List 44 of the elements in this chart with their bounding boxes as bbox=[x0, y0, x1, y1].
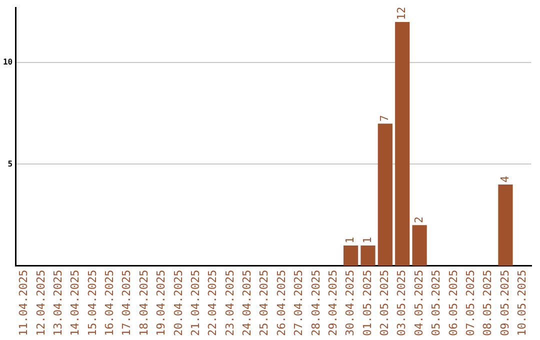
x-tick-label: 23.04.2025 bbox=[223, 270, 236, 336]
x-tick-label: 14.04.2025 bbox=[68, 270, 82, 336]
x-tick-label: 03.05.2025 bbox=[395, 270, 408, 336]
bar bbox=[498, 184, 513, 266]
data-label: 4 bbox=[498, 176, 512, 183]
data-label: 1 bbox=[360, 236, 374, 244]
x-tick-label: 08.05.2025 bbox=[481, 270, 494, 336]
y-tick-label: 5 bbox=[8, 159, 13, 168]
data-label: 2 bbox=[412, 216, 426, 224]
x-tick-label: 04.05.2025 bbox=[412, 270, 426, 336]
bar bbox=[360, 245, 376, 266]
x-tick-label: 10.05.2025 bbox=[516, 270, 529, 336]
x-tick-label: 01.05.2025 bbox=[360, 270, 374, 336]
x-tick-label: 26.04.2025 bbox=[274, 270, 288, 336]
bar bbox=[412, 225, 427, 266]
x-tick-label: 19.04.2025 bbox=[154, 270, 168, 336]
x-tick-label: 20.04.2025 bbox=[172, 270, 185, 336]
x-tick-label: 27.04.2025 bbox=[292, 270, 306, 336]
x-tick-label: 28.04.2025 bbox=[309, 270, 322, 336]
data-label: 1 bbox=[344, 236, 357, 244]
bar bbox=[343, 245, 358, 266]
x-tick-label: 21.04.2025 bbox=[188, 270, 202, 336]
x-tick-label: 22.04.2025 bbox=[206, 270, 220, 336]
bar bbox=[395, 22, 410, 266]
x-tick-label: 02.05.2025 bbox=[378, 270, 392, 336]
x-tick-label: 25.04.2025 bbox=[258, 270, 271, 336]
x-tick-label: 06.05.2025 bbox=[446, 270, 460, 336]
data-label: 12 bbox=[395, 6, 408, 20]
x-tick-label: 18.04.2025 bbox=[137, 270, 150, 336]
data-label: 7 bbox=[378, 114, 392, 122]
x-tick-label: 15.04.2025 bbox=[86, 270, 99, 336]
x-tick-label: 24.04.2025 bbox=[240, 270, 254, 336]
x-tick-label: 07.05.2025 bbox=[464, 270, 477, 336]
x-tick-label: 17.04.2025 bbox=[120, 270, 134, 336]
x-tick-label: 13.04.2025 bbox=[51, 270, 64, 336]
x-tick-label: 29.04.2025 bbox=[326, 270, 340, 336]
x-tick-label: 12.04.2025 bbox=[34, 270, 48, 336]
x-tick-label: 30.04.2025 bbox=[344, 270, 357, 336]
x-tick-label: 05.05.2025 bbox=[430, 270, 443, 336]
x-tick-label: 09.05.2025 bbox=[498, 270, 512, 336]
x-tick-label: 16.04.2025 bbox=[103, 270, 116, 336]
bar bbox=[378, 124, 392, 266]
y-tick-label: 10 bbox=[2, 58, 13, 67]
x-tick-label: 11.04.2025 bbox=[17, 270, 30, 336]
